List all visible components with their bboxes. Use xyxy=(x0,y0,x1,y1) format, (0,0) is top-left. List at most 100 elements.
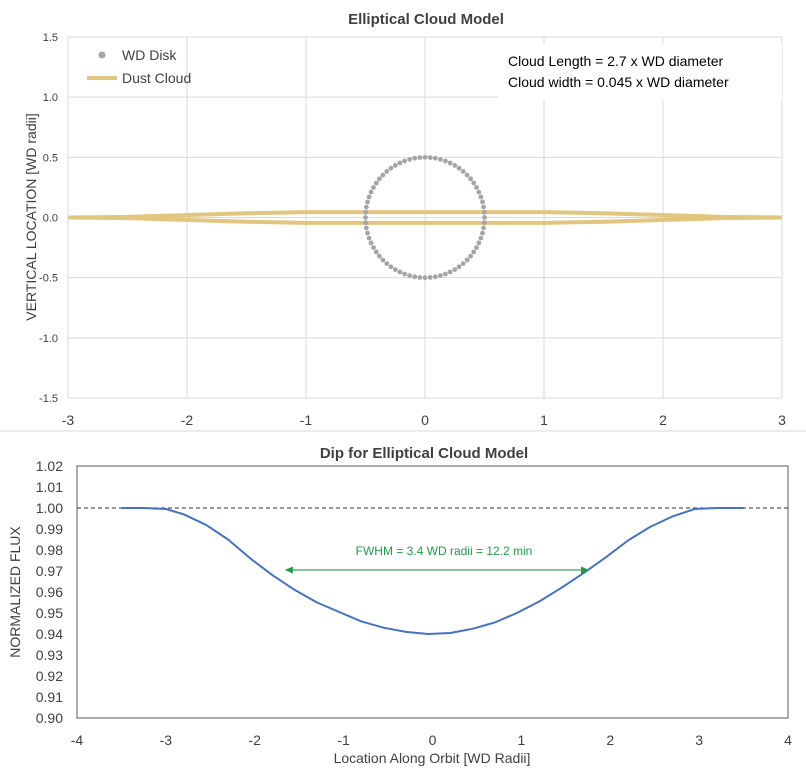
y-tick-label: 0.92 xyxy=(36,668,63,684)
wd-disk-point xyxy=(384,261,390,266)
wd-disk-point xyxy=(363,209,369,215)
wd-disk-point xyxy=(476,240,482,246)
wd-disk-point xyxy=(371,185,376,190)
wd-disk-point xyxy=(363,215,368,220)
wd-disk-point xyxy=(397,269,403,275)
wd-disk-point xyxy=(480,230,485,236)
wd-disk-point xyxy=(478,235,484,241)
legend: WD Disk Dust Cloud xyxy=(87,47,191,86)
wd-disk-point xyxy=(422,154,428,160)
wd-disk-point xyxy=(482,215,487,220)
fwhm-label: FWHM = 3.4 WD radii = 12.2 min xyxy=(356,544,533,558)
x-tick-label: -3 xyxy=(62,412,75,428)
wd-disk-point xyxy=(397,160,403,166)
x-tick-label: 3 xyxy=(695,732,703,748)
legend-label-wd-disk: WD Disk xyxy=(122,47,177,63)
dip-chart: Dip for Elliptical Cloud Model 1.021.011… xyxy=(7,445,792,766)
wd-disk-point xyxy=(363,220,369,226)
wd-disk-point xyxy=(412,274,418,280)
y-tick-label: 0.93 xyxy=(36,647,63,663)
legend-marker-wd-disk xyxy=(98,51,106,59)
wd-disk-point xyxy=(481,220,487,226)
y-tick-label: 0.91 xyxy=(36,689,63,705)
x-tick-labels: -3 -2 -1 0 1 2 3 xyxy=(62,412,786,428)
wd-disk-point xyxy=(368,240,374,246)
x-tick-label: -2 xyxy=(249,732,262,748)
flux-line xyxy=(121,507,744,635)
wd-disk-point xyxy=(471,180,477,186)
cloud-width-annotation: Cloud width = 0.045 x WD diameter xyxy=(508,74,729,90)
legend-label-dust-cloud: Dust Cloud xyxy=(122,70,191,86)
y-tick-label: -0.5 xyxy=(39,273,58,285)
y-axis-label: NORMALIZED FLUX xyxy=(7,526,23,658)
wd-disk-point xyxy=(427,155,433,161)
flux-series xyxy=(121,507,744,635)
y-tick-label: 0.5 xyxy=(43,152,58,164)
y-tick-label: 0.96 xyxy=(36,584,63,600)
x-tick-label: -3 xyxy=(160,732,173,748)
wd-disk-point xyxy=(447,269,453,275)
wd-disk-point xyxy=(481,209,487,215)
y-tick-label: -1.0 xyxy=(39,333,58,345)
x-tick-label: 3 xyxy=(778,412,786,428)
wd-disk-point xyxy=(384,169,390,174)
x-axis-label: Location Along Orbit [WD Radii] xyxy=(334,750,531,766)
wd-disk-point xyxy=(464,257,470,263)
y-tick-label: -1.5 xyxy=(39,393,58,405)
wd-disk-point xyxy=(471,249,477,255)
y-tick-labels: 1.02 1.01 1.00 0.99 0.98 0.97 0.96 0.95 0.94 0.93… xyxy=(36,458,63,726)
dust-cloud-series xyxy=(67,210,783,225)
plot-area xyxy=(76,465,789,719)
x-tick-label: 0 xyxy=(429,732,437,748)
y-tick-label: 0.90 xyxy=(36,710,63,726)
wd-disk-point xyxy=(468,176,473,182)
y-tick-label: 0.94 xyxy=(36,626,63,642)
wd-disk-point xyxy=(476,189,482,195)
wd-disk-point xyxy=(481,204,486,210)
wd-disk-point xyxy=(460,169,466,174)
wd-disk-point xyxy=(427,275,433,280)
wd-disk-point xyxy=(366,235,372,241)
x-tick-label: 4 xyxy=(784,732,792,748)
y-tick-label: 1.01 xyxy=(36,479,63,495)
wd-disk-point xyxy=(373,249,379,255)
wd-disk-point xyxy=(432,274,438,280)
wd-disk-point xyxy=(443,271,448,277)
dust-cloud-upper-edge xyxy=(67,210,783,220)
wd-disk-point xyxy=(371,245,376,251)
wd-disk-point xyxy=(422,275,428,281)
wd-disk-point xyxy=(392,267,398,272)
x-tick-label: -4 xyxy=(71,732,84,748)
y-tick-label: 1.00 xyxy=(36,500,63,516)
wd-disk-point xyxy=(377,253,382,259)
wd-disk-point xyxy=(407,273,412,278)
x-tick-label: 2 xyxy=(606,732,614,748)
x-tick-label: 1 xyxy=(517,732,525,748)
y-tick-label: 0.95 xyxy=(36,605,63,621)
wd-disk-point xyxy=(468,253,473,259)
x-tick-label: -2 xyxy=(181,412,194,428)
wd-disk-point xyxy=(407,157,412,162)
x-tick-label: -1 xyxy=(337,732,350,748)
wd-disk-point xyxy=(365,199,370,205)
wd-disk-point xyxy=(474,185,479,190)
wd-disk-point xyxy=(417,275,423,280)
wd-disk-point xyxy=(392,163,398,168)
wd-disk-series xyxy=(363,154,487,281)
wd-disk-point xyxy=(364,225,369,231)
wd-disk-point xyxy=(402,158,407,164)
wd-disk-point xyxy=(365,230,370,236)
wd-disk-point xyxy=(364,204,369,210)
y-tick-label: 0.0 xyxy=(43,213,58,225)
wd-disk-point xyxy=(481,225,486,231)
y-tick-label: 1.5 xyxy=(43,32,58,44)
wd-disk-point xyxy=(474,245,479,251)
y-tick-label: 1.02 xyxy=(36,458,63,474)
wd-disk-point xyxy=(438,273,443,278)
y-tick-label: 0.97 xyxy=(36,563,63,579)
x-tick-label: -1 xyxy=(300,412,313,428)
wd-disk-point xyxy=(443,158,448,164)
elliptical-cloud-chart: Elliptical Cloud Model 1.5 1.0 0.5 0.0 -0.5 -… xyxy=(23,11,786,428)
x-tick-label: 2 xyxy=(659,412,667,428)
